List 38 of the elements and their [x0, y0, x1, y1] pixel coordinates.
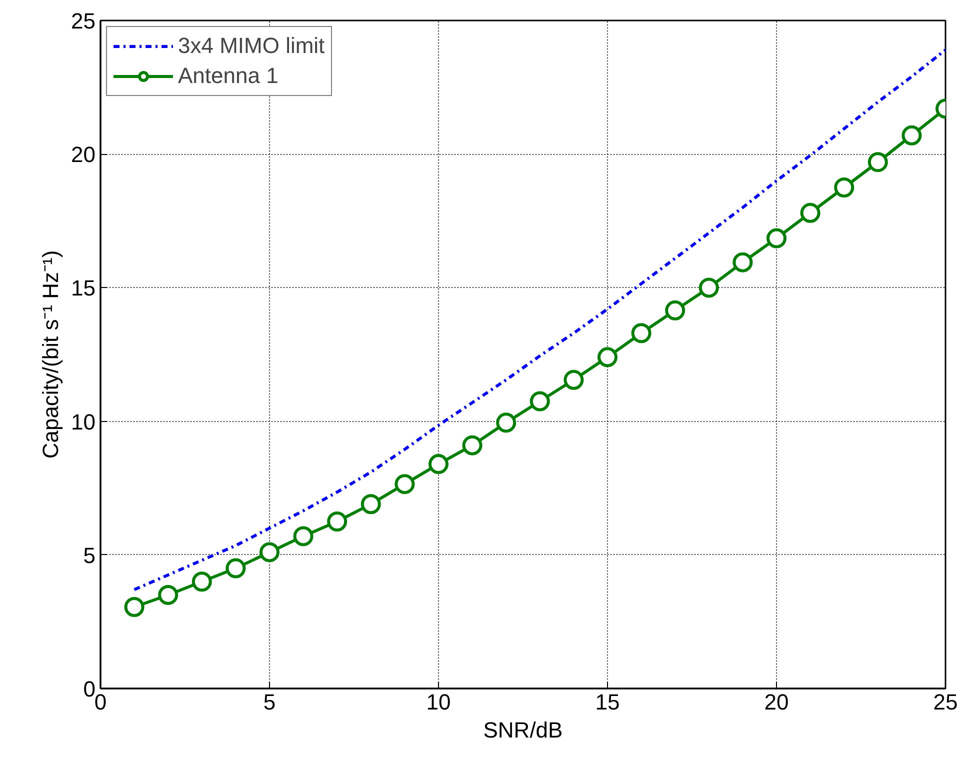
y-tick-label: 10	[71, 409, 96, 434]
point	[698, 278, 719, 298]
x-tick-label: 20	[764, 690, 789, 714]
point	[293, 526, 314, 546]
point	[158, 584, 178, 605]
point	[260, 542, 280, 562]
point	[598, 347, 618, 368]
x-tick-label: 10	[426, 690, 451, 714]
point	[530, 391, 550, 412]
x-tick-label: 25	[933, 690, 958, 714]
y-tick-label: 15	[71, 276, 96, 301]
point	[360, 494, 381, 514]
y-tick-label: 20	[71, 142, 96, 168]
y-axis-title: Capacity/(bit s⁻¹ Hz⁻¹)	[38, 250, 64, 459]
y-tick-label: 25	[71, 8, 96, 34]
point	[631, 323, 652, 344]
point	[327, 512, 348, 532]
legend-label: Antenna 1	[178, 63, 278, 89]
point	[868, 152, 888, 172]
point	[665, 300, 686, 320]
point	[496, 412, 516, 433]
point	[800, 202, 820, 223]
point	[902, 125, 922, 146]
point	[428, 454, 448, 474]
x-axis-title: SNR/dB	[483, 718, 563, 742]
point	[192, 572, 212, 592]
point	[834, 178, 854, 198]
x-tick-label: 15	[595, 690, 620, 714]
point	[766, 228, 786, 248]
point	[564, 370, 584, 390]
y-tick-label: 5	[83, 542, 96, 568]
point	[462, 435, 482, 456]
x-tick-label: 5	[263, 690, 276, 714]
point	[226, 558, 246, 578]
point	[732, 252, 753, 272]
point	[394, 474, 415, 494]
point	[124, 597, 144, 617]
legend-label: 3x4 MIMO limit	[178, 33, 325, 59]
